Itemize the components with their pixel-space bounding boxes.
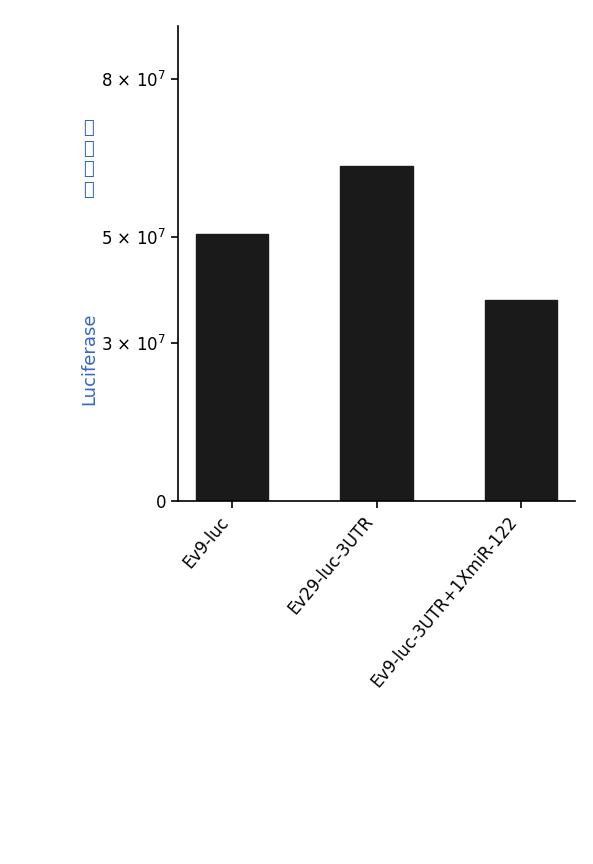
Bar	[485, 301, 557, 501]
Bar	[340, 166, 413, 501]
Text: 量
含
白
蛋: 量 含 白 蛋	[84, 118, 94, 200]
Bar	[196, 234, 268, 501]
Text: Luciferase: Luciferase	[80, 312, 98, 405]
